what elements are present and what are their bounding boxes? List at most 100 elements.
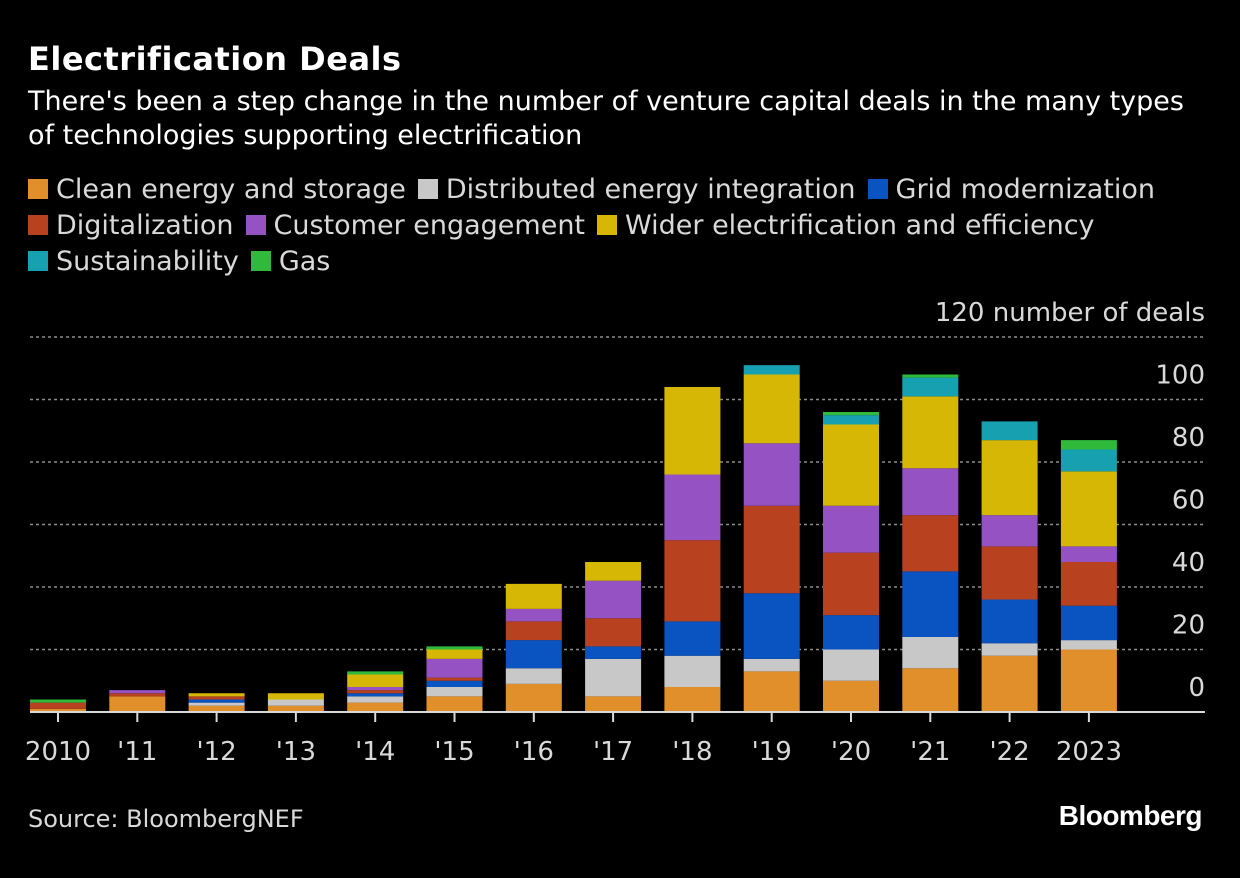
bar-segment: [664, 540, 721, 622]
legend-item: Distributed energy integration: [417, 172, 856, 208]
bar-segment: [823, 552, 879, 616]
chart-subtitle: There's been a step change in the number…: [28, 86, 1184, 151]
y-tick-label: 40: [1172, 548, 1205, 578]
x-tick-label: '16: [514, 737, 554, 767]
legend-label: Gas: [278, 246, 331, 277]
legend-label: Grid modernization: [895, 174, 1156, 205]
x-tick-label: '13: [276, 737, 316, 767]
bar-segment: [664, 655, 721, 687]
bar-segment: [505, 640, 562, 669]
chart-legend: Clean energy and storage Distributed ener…: [28, 172, 1218, 280]
bar-segment: [426, 680, 483, 687]
bar-segment: [902, 637, 959, 669]
legend-swatch: [867, 179, 888, 199]
bar-segment: [664, 387, 721, 475]
bar-segment: [267, 699, 324, 706]
y-tick-label: 80: [1172, 423, 1205, 453]
bar-segment: [109, 696, 166, 712]
bar-segment: [981, 643, 1038, 656]
bar-segment: [902, 468, 959, 516]
bar-segment: [981, 515, 1038, 547]
legend-item: Clean energy and storage: [28, 172, 406, 208]
bar-segment: [902, 374, 959, 378]
bar-segment: [743, 374, 800, 444]
bar-segment: [426, 649, 483, 659]
bar-segment: [585, 618, 642, 647]
x-tick-label: 2023: [1056, 737, 1122, 767]
x-tick-label: '12: [196, 737, 236, 767]
bar-segment: [981, 440, 1038, 516]
y-tick-label: 120 number of deals: [935, 298, 1205, 328]
bar-segment: [188, 705, 245, 712]
bar-segment: [347, 693, 404, 697]
bar-segment: [505, 683, 562, 712]
bar-segment: [1060, 546, 1117, 562]
y-tick-label: 60: [1172, 486, 1205, 516]
bar-segment: [188, 702, 245, 706]
legend-swatch: [597, 215, 618, 235]
bar-segment: [743, 593, 800, 659]
bar-segment: [426, 658, 483, 678]
bar-segment: [426, 646, 483, 650]
bar-segment: [426, 677, 483, 681]
bar-segment: [823, 649, 879, 681]
bar-segment: [743, 658, 800, 672]
bar-segment: [1060, 562, 1117, 606]
bar-segment: [902, 668, 959, 712]
bar-segment: [30, 699, 86, 703]
x-tick-label: '17: [593, 737, 633, 767]
bar-segment: [1060, 449, 1117, 472]
bar-segment: [426, 696, 483, 712]
bar-segment: [30, 708, 86, 712]
source-note: Source: BloombergNEF: [28, 805, 304, 833]
legend-label: Distributed energy integration: [445, 174, 856, 205]
bar-segment: [823, 505, 879, 553]
y-tick-label: 20: [1172, 611, 1205, 641]
bar-segment: [823, 615, 879, 650]
bar-segment: [188, 696, 245, 700]
bar-segment: [30, 702, 86, 709]
bar-segment: [1060, 640, 1117, 650]
bar-segment: [1060, 471, 1117, 547]
bar-segment: [109, 690, 166, 694]
x-tick-label: '21: [910, 737, 950, 767]
x-tick-label: 2010: [25, 737, 91, 767]
legend-swatch: [28, 251, 48, 271]
bar-segment: [267, 705, 324, 712]
bar-segment: [902, 396, 959, 469]
bar-segment: [823, 412, 879, 416]
bar-segment: [188, 693, 245, 697]
x-tick-label: '14: [355, 737, 395, 767]
legend-item: Digitalization: [28, 208, 234, 244]
bar-segment: [109, 693, 166, 697]
legend-item: Wider electrification and efficiency: [597, 208, 1095, 244]
bar-segment: [267, 693, 324, 700]
bar-segment: [823, 415, 879, 425]
chart-title: Electrification Deals: [28, 40, 402, 78]
legend-swatch: [417, 179, 438, 199]
bar-segment: [505, 668, 562, 684]
x-tick-label: '18: [672, 737, 712, 767]
bar-segment: [505, 621, 562, 641]
bar-segment: [1060, 440, 1117, 450]
x-tick-label: '11: [117, 737, 157, 767]
bar-segment: [743, 365, 800, 375]
legend-item: Grid modernization: [867, 172, 1156, 208]
bar-segment: [1060, 649, 1117, 712]
y-tick-label: 0: [1188, 673, 1205, 703]
x-tick-label: '22: [989, 737, 1029, 767]
bar-segment: [743, 443, 800, 506]
bar-segment: [664, 687, 721, 712]
legend-label: Clean energy and storage: [56, 174, 406, 205]
stacked-bar-chart: 0 20 40 60 80 100 120 number of deals 2010 '11 '1…: [25, 298, 1205, 767]
bar-segment: [823, 680, 879, 712]
bar-segment: [902, 515, 959, 572]
bar-segment: [347, 690, 404, 694]
bar-segment: [585, 696, 642, 712]
bar-segment: [1060, 605, 1117, 641]
bar-segment: [981, 421, 1038, 441]
bar-segment: [585, 658, 642, 697]
legend-swatch: [250, 251, 271, 271]
bar-segment: [347, 696, 404, 703]
bar-segment: [347, 702, 404, 712]
